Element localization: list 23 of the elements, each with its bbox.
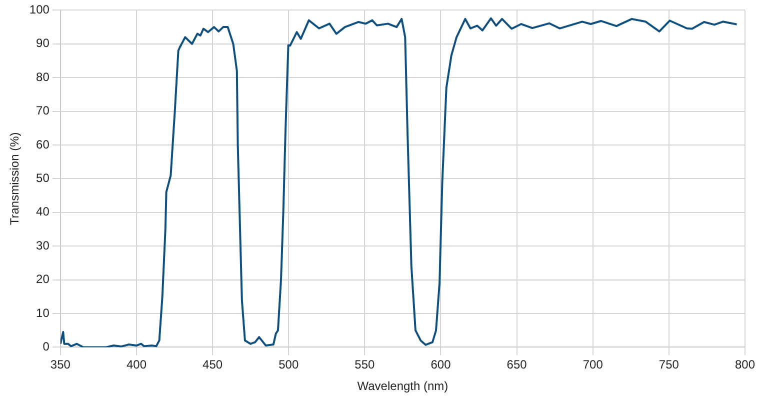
x-tick-label: 450 (202, 358, 223, 372)
x-tick-label: 500 (278, 358, 299, 372)
y-tick-label: 50 (36, 171, 50, 186)
x-tick-label: 350 (50, 358, 71, 372)
y-tick-label: 30 (36, 238, 50, 252)
y-tick-label: 100 (29, 2, 50, 17)
x-axis-title: Wavelength (nm) (357, 379, 448, 394)
x-tick-label: 550 (354, 358, 376, 372)
y-tick-label: 20 (36, 272, 50, 286)
y-axis-title: Transmission (%) (8, 132, 22, 226)
y-tick-label: 80 (36, 70, 50, 84)
y-tick-label: 10 (36, 306, 50, 320)
x-tick-label: 650 (506, 358, 528, 372)
y-tick-label: 90 (36, 36, 50, 50)
x-tick-label: 700 (582, 358, 604, 372)
x-tick-label: 800 (734, 358, 756, 372)
y-tick-label: 70 (36, 104, 50, 118)
y-tick-label: 0 (42, 340, 50, 354)
x-tick-label: 600 (430, 358, 452, 372)
y-tick-label: 40 (36, 204, 50, 219)
x-tick-label: 750 (658, 358, 680, 372)
y-tick-label: 60 (36, 137, 50, 152)
x-tick-label: 400 (126, 358, 147, 372)
